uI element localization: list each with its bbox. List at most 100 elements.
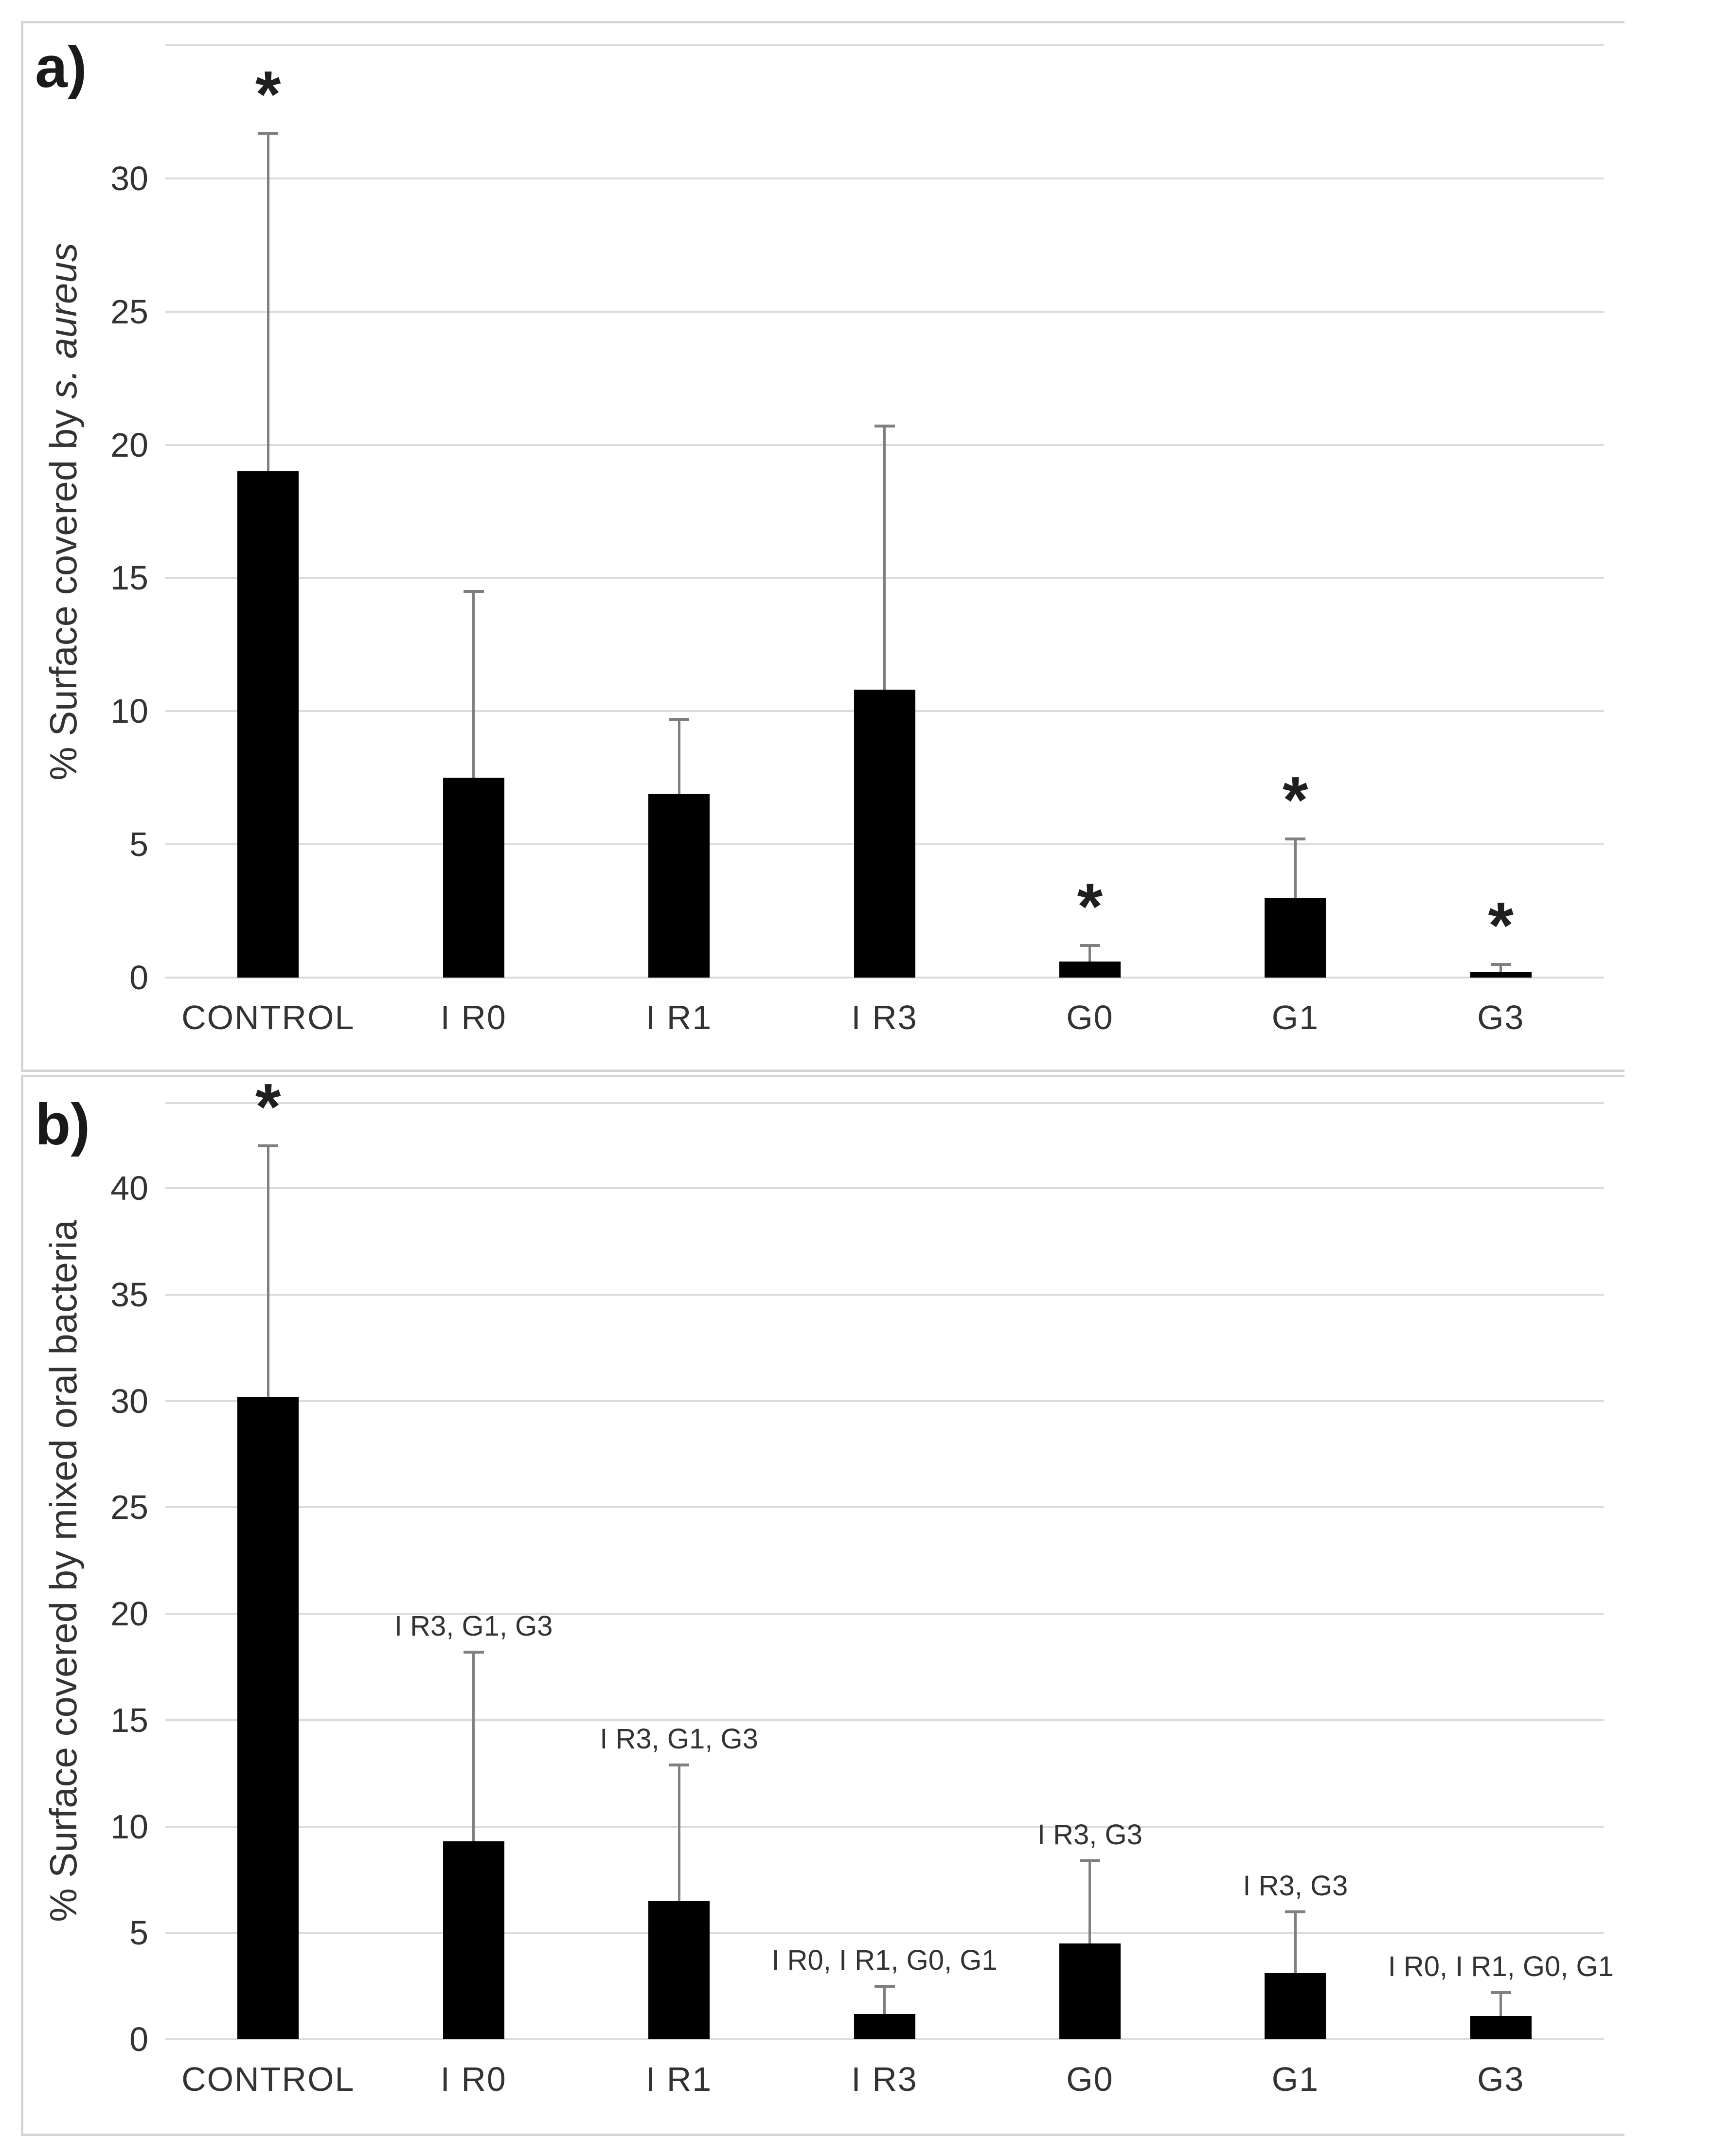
x-tick-label: I R1 [645, 2060, 713, 2098]
y-tick-label: 25 [110, 292, 148, 331]
error-bar [678, 1764, 680, 1901]
gridline [165, 1825, 1604, 1828]
bar-G3 [1470, 2015, 1532, 2039]
gridline [165, 1187, 1604, 1189]
bar-G0 [1059, 1943, 1121, 2039]
x-tick-label: CONTROL [181, 2060, 355, 2098]
bar-I-R1 [648, 1901, 710, 2039]
x-tick-label: G0 [1066, 2060, 1114, 2098]
y-tick-label: 15 [110, 1701, 148, 1739]
bar-I-R0 [443, 778, 504, 978]
error-bar [472, 591, 475, 778]
error-bar-cap [258, 131, 279, 135]
y-tick-label: 0 [129, 2020, 148, 2058]
significance-annotation: I R0, I R1, G0, G1 [771, 1944, 998, 1976]
error-bar [267, 1145, 269, 1397]
error-bar [883, 1986, 886, 2014]
y-tick-label: 35 [110, 1275, 148, 1314]
x-tick-label: CONTROL [181, 998, 355, 1036]
error-bar-cap [1079, 944, 1100, 947]
significance-star: * [1488, 888, 1514, 962]
y-tick-label: 10 [110, 1807, 148, 1846]
error-bar-cap [669, 717, 690, 721]
error-bar-cap [463, 1650, 484, 1654]
significance-star: * [255, 1069, 281, 1143]
bar-CONTROL [237, 1396, 299, 2039]
x-tick-label: I R3 [851, 2060, 918, 2098]
gridline [165, 1400, 1604, 1402]
bar-G0 [1059, 962, 1121, 978]
x-tick-label: I R3 [851, 998, 918, 1036]
bar-G3 [1470, 972, 1532, 978]
x-tick-label: G3 [1477, 998, 1525, 1036]
y-tick-label: 5 [129, 1914, 148, 1952]
gridline [165, 1719, 1604, 1721]
error-bar-cap [463, 589, 484, 593]
panel-a-letter: a) [35, 35, 87, 100]
x-tick-label: G1 [1271, 998, 1320, 1036]
y-tick-label: 0 [129, 959, 148, 997]
y-tick-label: 30 [110, 1382, 148, 1420]
x-tick-label: G3 [1477, 2060, 1525, 2098]
y-tick-label: 40 [110, 1169, 148, 1207]
error-bar [1088, 1860, 1091, 1944]
gridline [165, 1613, 1604, 1615]
significance-annotation: I R3, G1, G3 [394, 1610, 553, 1642]
y-tick-label: 30 [110, 159, 148, 197]
error-bar-cap [1079, 1859, 1100, 1862]
significance-annotation: I R3, G1, G3 [600, 1723, 758, 1755]
significance-annotation: I R3, G3 [1243, 1870, 1348, 1902]
bar-I-R1 [648, 794, 710, 978]
gridline [165, 2038, 1604, 2040]
panel-a-frame [21, 21, 1624, 1072]
bar-CONTROL [237, 471, 299, 978]
significance-star: * [1077, 870, 1103, 944]
gridline [165, 177, 1604, 179]
error-bar [1499, 964, 1502, 973]
y-tick-label: 20 [110, 1595, 148, 1633]
y-tick-label: 15 [110, 559, 148, 597]
error-bar-cap [874, 425, 895, 428]
significance-annotation: I R3, G3 [1037, 1818, 1142, 1851]
error-bar-cap [1285, 837, 1306, 841]
bar-I-R3 [854, 690, 915, 978]
gridline [165, 1932, 1604, 1934]
significance-star: * [1283, 763, 1308, 837]
error-bar-cap [258, 1144, 279, 1147]
significance-annotation: I R0, I R1, G0, G1 [1388, 1950, 1614, 1982]
gridline [165, 1293, 1604, 1296]
panel-b-letter: b) [35, 1092, 90, 1157]
panel-b-frame [21, 1075, 1624, 2136]
error-bar [267, 133, 269, 472]
error-bar [883, 426, 886, 690]
gridline [165, 1102, 1604, 1104]
error-bar [1088, 945, 1091, 962]
gridline [165, 310, 1604, 313]
x-tick-label: G1 [1271, 2060, 1320, 2098]
bar-G1 [1265, 1973, 1326, 2039]
error-bar [472, 1652, 475, 1842]
x-tick-label: I R0 [440, 998, 507, 1036]
error-bar [1294, 1911, 1297, 1974]
gridline [165, 44, 1604, 46]
x-tick-label: G0 [1066, 998, 1114, 1036]
y-tick-label: 10 [110, 692, 148, 731]
gridline [165, 977, 1604, 979]
error-bar-cap [1285, 1910, 1306, 1913]
bar-G1 [1265, 897, 1326, 978]
bar-I-R3 [854, 2013, 915, 2039]
y-tick-label: 20 [110, 426, 148, 464]
error-bar-cap [1490, 962, 1511, 966]
x-tick-label: I R0 [440, 2060, 507, 2098]
bar-I-R0 [443, 1841, 504, 2039]
x-tick-label: I R1 [645, 998, 713, 1036]
y-tick-label: 5 [129, 825, 148, 864]
error-bar [1294, 839, 1297, 898]
error-bar [1499, 1992, 1502, 2016]
y-tick-label: 25 [110, 1488, 148, 1527]
significance-star: * [255, 57, 281, 131]
error-bar [678, 719, 680, 794]
error-bar-cap [874, 1984, 895, 1988]
error-bar-cap [669, 1763, 690, 1766]
